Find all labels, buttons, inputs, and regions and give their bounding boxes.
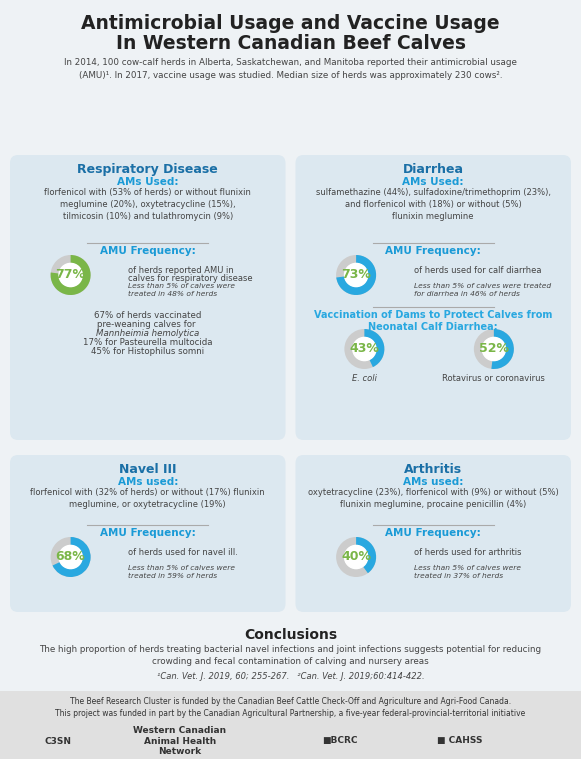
Text: C3SN: C3SN — [45, 736, 71, 745]
Text: Conclusions: Conclusions — [244, 628, 337, 642]
Text: Western Canadian
Animal Health
Network: Western Canadian Animal Health Network — [134, 726, 227, 756]
Wedge shape — [336, 255, 376, 295]
Text: of herds used for calf diarrhea: of herds used for calf diarrhea — [414, 266, 541, 275]
Wedge shape — [474, 329, 514, 369]
Text: In 2014, 100 cow-calf herds in Alberta, Saskatchewan, and Manitoba reported thei: In 2014, 100 cow-calf herds in Alberta, … — [64, 58, 517, 80]
Text: of herds used for navel ill.: of herds used for navel ill. — [128, 548, 238, 557]
Text: AMU Frequency:: AMU Frequency: — [100, 246, 196, 256]
Wedge shape — [51, 255, 91, 295]
Text: Mannheimia hemolytica: Mannheimia hemolytica — [96, 329, 199, 338]
Text: 77%: 77% — [56, 269, 85, 282]
Text: AMU Frequency:: AMU Frequency: — [100, 528, 196, 538]
Text: Less than 5% of calves were treated
for diarrhea in 46% of herds: Less than 5% of calves were treated for … — [414, 283, 551, 297]
Text: Vaccination of Dams to Protect Calves from
Neonatal Calf Diarrhea:: Vaccination of Dams to Protect Calves fr… — [314, 310, 553, 332]
Text: Rotavirus or coronavirus: Rotavirus or coronavirus — [442, 374, 546, 383]
FancyBboxPatch shape — [296, 155, 571, 440]
Text: Diarrhea: Diarrhea — [403, 163, 464, 176]
Circle shape — [59, 263, 82, 287]
Text: AMs Used:: AMs Used: — [403, 177, 464, 187]
Text: oxytetracycline (23%), florfenicol with (9%) or without (5%)
flunixin meglumine,: oxytetracycline (23%), florfenicol with … — [308, 488, 558, 509]
Text: 40%: 40% — [341, 550, 371, 563]
Text: 43%: 43% — [349, 342, 379, 355]
Text: AMs Used:: AMs Used: — [117, 177, 178, 187]
Text: calves for respiratory disease: calves for respiratory disease — [128, 274, 253, 283]
FancyBboxPatch shape — [10, 155, 285, 440]
Text: 52%: 52% — [479, 342, 509, 355]
Text: AMs used:: AMs used: — [403, 477, 464, 487]
Wedge shape — [51, 537, 91, 577]
Text: ■BCRC: ■BCRC — [322, 736, 358, 745]
FancyBboxPatch shape — [10, 455, 285, 612]
Wedge shape — [364, 329, 385, 367]
Wedge shape — [336, 537, 376, 577]
Circle shape — [482, 338, 505, 361]
Text: 67% of herds vaccinated: 67% of herds vaccinated — [94, 311, 202, 320]
Text: 17% for Pasteurella multocida: 17% for Pasteurella multocida — [83, 338, 213, 347]
Text: AMU Frequency:: AMU Frequency: — [385, 246, 481, 256]
Wedge shape — [356, 537, 376, 573]
Text: 73%: 73% — [341, 269, 371, 282]
Text: In Western Canadian Beef Calves: In Western Canadian Beef Calves — [116, 34, 465, 53]
Text: Less than 5% of calves were
treated in 48% of herds: Less than 5% of calves were treated in 4… — [128, 283, 235, 297]
Text: Less than 5% of calves were
treated in 59% of herds: Less than 5% of calves were treated in 5… — [128, 565, 235, 578]
Text: Navel III: Navel III — [119, 463, 177, 476]
Text: ¹Can. Vet. J. 2019, 60; 255-267.   ²Can. Vet. J. 2019;60:414-422.: ¹Can. Vet. J. 2019, 60; 255-267. ²Can. V… — [157, 672, 424, 681]
Circle shape — [345, 546, 368, 568]
Text: florfenicol with (32% of herds) or without (17%) flunixin
meglumine, or oxytetra: florfenicol with (32% of herds) or witho… — [30, 488, 265, 509]
Circle shape — [59, 546, 82, 568]
Text: of herds used for arthritis: of herds used for arthritis — [414, 548, 522, 557]
Text: AMU Frequency:: AMU Frequency: — [385, 528, 481, 538]
Text: AMs used:: AMs used: — [117, 477, 178, 487]
Wedge shape — [52, 537, 91, 577]
Wedge shape — [492, 329, 514, 369]
Text: florfenicol with (53% of herds) or without flunixin
meglumine (20%), oxytetracyc: florfenicol with (53% of herds) or witho… — [44, 188, 251, 221]
Text: Respiratory Disease: Respiratory Disease — [77, 163, 218, 176]
FancyBboxPatch shape — [0, 691, 581, 759]
Wedge shape — [345, 329, 385, 369]
Text: pre-weaning calves for: pre-weaning calves for — [97, 320, 198, 329]
FancyBboxPatch shape — [296, 455, 571, 612]
Text: Antimicrobial Usage and Vaccine Usage: Antimicrobial Usage and Vaccine Usage — [81, 14, 500, 33]
Text: 45% for Histophilus somni: 45% for Histophilus somni — [91, 347, 205, 356]
Circle shape — [345, 263, 368, 287]
Wedge shape — [336, 255, 376, 295]
Text: sulfamethazine (44%), sulfadoxine/trimethoprim (23%),
and florfenicol with (18%): sulfamethazine (44%), sulfadoxine/trimet… — [315, 188, 551, 221]
Text: Arthritis: Arthritis — [404, 463, 462, 476]
Wedge shape — [51, 255, 91, 295]
Text: ■ CAHSS: ■ CAHSS — [437, 736, 483, 745]
Text: E. coli: E. coli — [352, 374, 377, 383]
Circle shape — [353, 338, 376, 361]
Text: The Beef Research Cluster is funded by the Canadian Beef Cattle Check-Off and Ag: The Beef Research Cluster is funded by t… — [55, 697, 526, 719]
Text: 68%: 68% — [56, 550, 85, 563]
Text: Less than 5% of calves were
treated in 37% of herds: Less than 5% of calves were treated in 3… — [414, 565, 521, 578]
Text: of herds reported AMU in: of herds reported AMU in — [128, 266, 234, 275]
Text: The high proportion of herds treating bacterial navel infections and joint infec: The high proportion of herds treating ba… — [40, 645, 541, 666]
